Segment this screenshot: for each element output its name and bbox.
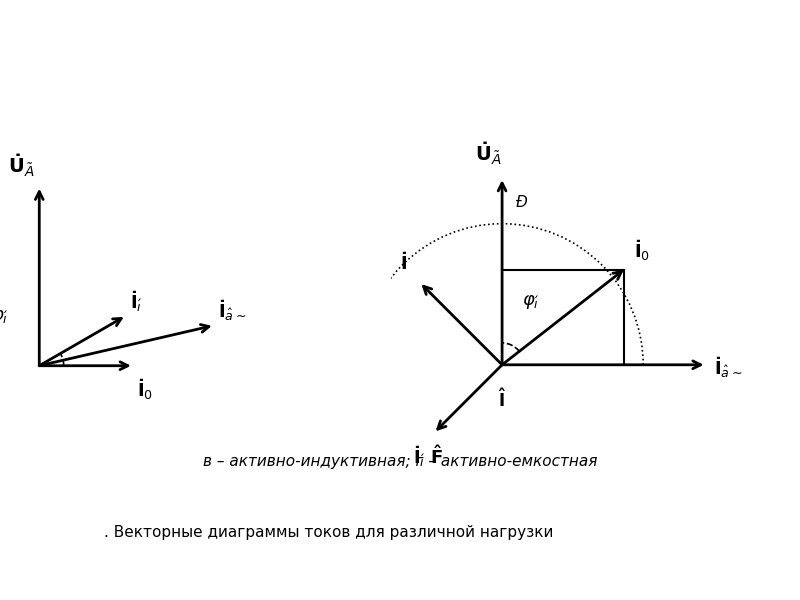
Text: $\mathbf{\hat{I}}$: $\mathbf{\hat{I}}$ [498,388,506,411]
Text: $\mathbf{\dot{U}}_{\tilde{A}}$: $\mathbf{\dot{U}}_{\tilde{A}}$ [475,140,502,167]
Text: $\varphi_{\acute{\imath}}$: $\varphi_{\acute{\imath}}$ [0,308,9,326]
Text: $\mathbf{\dot{I}}_{\acute{\imath}}$: $\mathbf{\dot{I}}_{\acute{\imath}}$ [130,289,142,314]
Text: . Векторные диаграммы токов для различной нагрузки: . Векторные диаграммы токов для различно… [104,526,554,540]
Text: $\mathbf{\dot{I}}_{\hat{a}\sim}$: $\mathbf{\dot{I}}_{\hat{a}\sim}$ [218,298,246,323]
Text: в – активно-индуктивная; г – активно-емкостная: в – активно-индуктивная; г – активно-емк… [203,454,597,469]
Text: $\mathbf{\dot{U}}_{\tilde{A}}$: $\mathbf{\dot{U}}_{\tilde{A}}$ [8,153,34,179]
Text: $\mathbf{\dot{I}}_{\hat{a}\sim}$: $\mathbf{\dot{I}}_{\hat{a}\sim}$ [714,356,742,380]
Text: $\mathbf{\dot{I}}_{\acute{\imath}}$: $\mathbf{\dot{I}}_{\acute{\imath}}$ [413,445,426,469]
Text: $\mathbf{\dot{I}}_0$: $\mathbf{\dot{I}}_0$ [137,378,153,403]
Text: $\mathbf{\dot{I}}_0$: $\mathbf{\dot{I}}_0$ [634,238,650,263]
Text: Đ: Đ [516,195,528,210]
Text: $\mathbf{\hat{F}}$: $\mathbf{\hat{F}}$ [430,446,442,469]
Text: $\mathbf{\dot{I}}$: $\mathbf{\dot{I}}$ [400,253,408,274]
Text: $\varphi_{\acute{\imath}}$: $\varphi_{\acute{\imath}}$ [522,293,540,311]
